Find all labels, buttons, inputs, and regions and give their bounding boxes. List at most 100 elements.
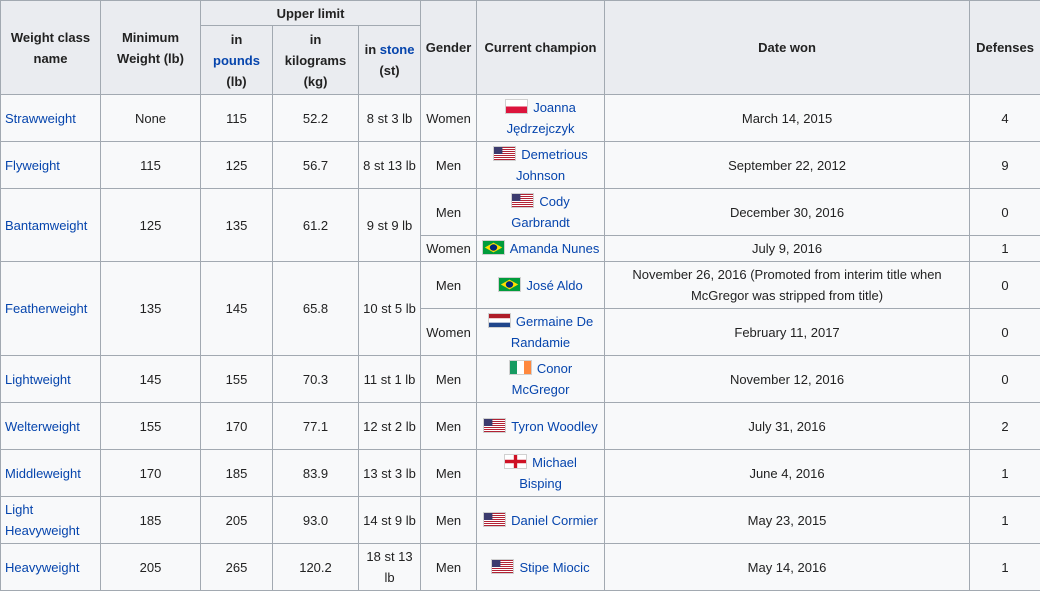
champion-cell: Conor McGregor bbox=[476, 355, 606, 403]
table-row: Women Germaine De Randamie February 11, 20… bbox=[1, 308, 1040, 356]
gender-cell: Women bbox=[420, 235, 478, 262]
weight-class-cell: Middleweight bbox=[0, 449, 101, 497]
date-won-cell: February 11, 2017 bbox=[604, 308, 971, 356]
weight-class-cell: Flyweight bbox=[0, 141, 101, 189]
defenses-cell: 0 bbox=[969, 355, 1040, 403]
weight-class-link[interactable]: Bantamweight bbox=[5, 217, 88, 233]
minimum-weight-cell: 125 bbox=[100, 188, 201, 262]
upper-limit-st-cell: 11 st 1 lb bbox=[357, 355, 422, 403]
date-won-cell: July 31, 2016 bbox=[604, 402, 971, 450]
champion-link[interactable]: Tyron Woodley bbox=[511, 418, 598, 434]
header-stone: in stone (st) bbox=[357, 25, 422, 95]
weight-class-link[interactable]: Flyweight bbox=[5, 157, 60, 173]
kilograms-label: kilograms bbox=[284, 52, 347, 68]
champion-cell: Amanda Nunes bbox=[476, 235, 606, 262]
weight-class-link[interactable]: Lightweight bbox=[5, 371, 71, 387]
date-won-cell: May 23, 2015 bbox=[604, 496, 971, 544]
upper-limit-kg-cell: 56.7 bbox=[272, 141, 359, 189]
date-won-cell: July 9, 2016 bbox=[604, 235, 971, 262]
upper-limit-st-cell: 12 st 2 lb bbox=[357, 402, 422, 450]
upper-limit-kg-cell: 65.8 bbox=[272, 261, 359, 356]
table-row: Middleweight 170 185 83.9 13 st 3 lb Men Micha… bbox=[0, 449, 1040, 497]
champion-link[interactable]: José Aldo bbox=[526, 277, 583, 293]
champion-link[interactable]: Daniel Cormier bbox=[511, 512, 598, 528]
champion-link[interactable]: Demetrious Johnson bbox=[515, 147, 588, 183]
upper-limit-st-cell: 8 st 3 lb bbox=[357, 94, 422, 142]
upper-limit-st-cell: 13 st 3 lb bbox=[357, 449, 422, 497]
defenses-cell: 0 bbox=[969, 308, 1040, 356]
nl-flag-icon bbox=[487, 313, 511, 328]
minimum-weight-cell: None bbox=[100, 94, 201, 142]
table-body: Strawweight None 115 52.2 8 st 3 lb Women Joan… bbox=[0, 94, 1040, 591]
champion-link[interactable]: Stipe Miocic bbox=[519, 559, 590, 575]
defenses-cell: 1 bbox=[969, 496, 1040, 544]
upper-limit-lb-cell: 170 bbox=[200, 402, 273, 450]
date-won-cell: September 22, 2012 bbox=[604, 141, 971, 189]
weight-class-link[interactable]: Light Heavyweight bbox=[5, 502, 80, 538]
upper-limit-kg-cell: 70.3 bbox=[272, 355, 359, 403]
us-flag-icon bbox=[483, 417, 507, 433]
champion-link[interactable]: Conor McGregor bbox=[511, 361, 573, 397]
champion-cell: Cody Garbrandt bbox=[476, 188, 606, 236]
upper-limit-kg-cell: 61.2 bbox=[272, 188, 359, 262]
champion-link[interactable]: Cody Garbrandt bbox=[511, 194, 570, 230]
weight-class-link[interactable]: Heavyweight bbox=[5, 559, 80, 575]
header-weight-class-name: Weight class name bbox=[0, 0, 101, 95]
header-upper-limit: Upper limit bbox=[199, 0, 422, 26]
champion-cell: Tyron Woodley bbox=[476, 402, 606, 450]
gender-cell: Men bbox=[420, 141, 478, 189]
header-in-label: in bbox=[309, 31, 322, 47]
upper-limit-lb-cell: 185 bbox=[200, 449, 273, 497]
weight-class-link[interactable]: Strawweight bbox=[5, 110, 76, 126]
defenses-cell: 9 bbox=[969, 141, 1040, 189]
minimum-weight-cell: 115 bbox=[100, 141, 201, 189]
defenses-cell: 0 bbox=[969, 261, 1040, 309]
header-kilograms: in kilograms (kg) bbox=[272, 25, 359, 95]
en-flag-icon bbox=[504, 454, 528, 469]
header-date-won: Date won bbox=[604, 0, 971, 95]
weight-class-cell: Welterweight bbox=[0, 402, 101, 450]
upper-limit-lb-cell: 145 bbox=[200, 261, 273, 356]
upper-limit-lb-cell: 115 bbox=[200, 94, 273, 142]
weight-class-link[interactable]: Welterweight bbox=[5, 418, 80, 434]
upper-limit-kg-cell: 93.0 bbox=[272, 496, 359, 544]
header-defenses: Defenses bbox=[969, 0, 1040, 95]
champion-link[interactable]: Amanda Nunes bbox=[509, 241, 600, 256]
gender-cell: Women bbox=[420, 94, 478, 142]
br-flag-icon bbox=[498, 276, 522, 292]
weight-class-link[interactable]: Middleweight bbox=[5, 465, 81, 481]
champion-cell: José Aldo bbox=[476, 261, 606, 309]
table-row: Welterweight 155 170 77.1 12 st 2 lb Men Tyron… bbox=[0, 402, 1040, 450]
upper-limit-kg-cell: 77.1 bbox=[272, 402, 359, 450]
upper-limit-lb-cell: 205 bbox=[200, 496, 273, 544]
champion-link[interactable]: Michael Bisping bbox=[519, 455, 577, 491]
pounds-unit: (lb) bbox=[226, 73, 247, 89]
weight-class-link[interactable]: Featherweight bbox=[5, 301, 88, 316]
defenses-cell: 1 bbox=[969, 449, 1040, 497]
defenses-cell: 1 bbox=[969, 543, 1040, 591]
gender-cell: Women bbox=[420, 308, 478, 356]
stone-unit: (st) bbox=[379, 63, 400, 78]
date-won-cell: November 12, 2016 bbox=[604, 355, 971, 403]
upper-limit-lb-cell: 155 bbox=[200, 355, 273, 403]
table-row: Strawweight None 115 52.2 8 st 3 lb Women Joan… bbox=[0, 94, 1040, 142]
upper-limit-st-cell: 9 st 9 lb bbox=[357, 188, 422, 262]
upper-limit-st-cell: 18 st 13 lb bbox=[357, 543, 422, 591]
gender-cell: Men bbox=[420, 496, 478, 544]
header-gender: Gender bbox=[420, 0, 478, 95]
champion-link[interactable]: Joanna Jędrzejczyk bbox=[506, 100, 576, 136]
table-row: Lightweight 145 155 70.3 11 st 1 lb Men Conor … bbox=[0, 355, 1040, 403]
upper-limit-kg-cell: 120.2 bbox=[272, 543, 359, 591]
minimum-weight-cell: 170 bbox=[100, 449, 201, 497]
champion-link[interactable]: Germaine De Randamie bbox=[510, 314, 594, 350]
pounds-link[interactable]: pounds bbox=[213, 52, 260, 68]
date-won-cell: March 14, 2015 bbox=[604, 94, 971, 142]
defenses-cell: 4 bbox=[969, 94, 1040, 142]
weight-class-cell: Featherweight bbox=[0, 261, 101, 356]
upper-limit-kg-cell: 83.9 bbox=[272, 449, 359, 497]
date-won-cell: December 30, 2016 bbox=[604, 188, 971, 236]
weight-class-cell: Strawweight bbox=[0, 94, 101, 142]
gender-cell: Men bbox=[420, 543, 478, 591]
champion-cell: Daniel Cormier bbox=[476, 496, 606, 544]
stone-link[interactable]: stone bbox=[379, 42, 415, 57]
